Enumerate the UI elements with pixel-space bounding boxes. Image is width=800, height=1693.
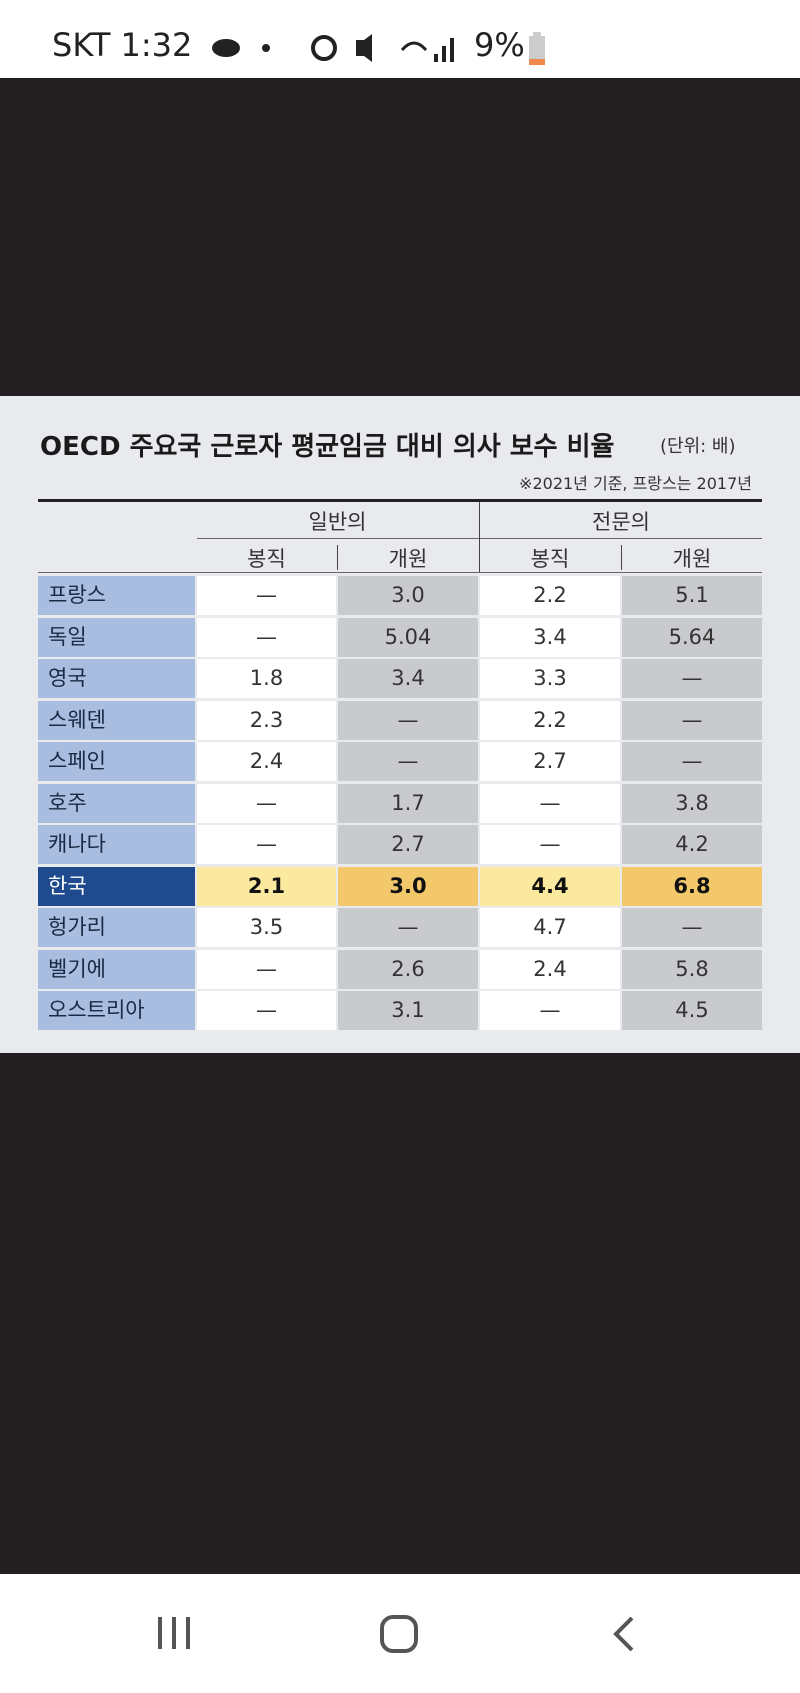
country: 프랑스 (38, 576, 195, 615)
value: 2.4 (480, 949, 620, 989)
country: 오스트리아 (38, 991, 195, 1030)
value: — (338, 908, 478, 947)
value: — (622, 659, 762, 698)
group-header: 일반의 (308, 510, 367, 534)
value: 4.2 (622, 825, 762, 864)
value: 3.8 (622, 783, 762, 823)
value: 5.8 (622, 949, 762, 989)
value: 5.64 (622, 617, 762, 657)
note: ※2021년 기준, 프랑스는 2017년 (519, 474, 752, 493)
value: 2.7 (338, 825, 478, 864)
status-icons (212, 34, 454, 62)
black-area (0, 78, 800, 396)
value: 3.0 (338, 576, 478, 615)
value: 3.1 (338, 991, 478, 1030)
value: — (338, 700, 478, 740)
value: 2.1 (197, 866, 336, 906)
value: — (622, 908, 762, 947)
value: 2.2 (480, 576, 620, 615)
value: 1.7 (338, 783, 478, 823)
value: — (197, 991, 336, 1030)
country: 벨기에 (38, 949, 195, 989)
battery-icon (529, 32, 545, 65)
country: 스웨덴 (38, 700, 195, 740)
sub-header: 봉직 (247, 547, 286, 571)
value: 3.3 (480, 659, 620, 698)
divider (621, 545, 622, 570)
value: 3.5 (197, 908, 336, 947)
value: 3.4 (338, 659, 478, 698)
value: 2.3 (197, 700, 336, 740)
unit: (단위: 배) (660, 436, 736, 457)
value: 2.6 (338, 949, 478, 989)
carrier-time: SKT 1:32 (52, 26, 193, 64)
value: 2.7 (480, 742, 620, 781)
home-button[interactable] (380, 1615, 418, 1653)
value: 4.4 (480, 866, 620, 906)
value: — (480, 825, 620, 864)
value: 5.04 (338, 617, 478, 657)
value: 4.7 (480, 908, 620, 947)
value: — (480, 783, 620, 823)
value: — (622, 700, 762, 740)
back-button[interactable] (613, 1616, 634, 1652)
value: — (197, 617, 336, 657)
value: — (197, 949, 336, 989)
country: 스페인 (38, 742, 195, 781)
battery-level: 9% (474, 26, 525, 64)
black-area (0, 1053, 800, 1574)
recent-apps[interactable] (158, 1617, 190, 1649)
value: 2.4 (197, 742, 336, 781)
value: — (197, 783, 336, 823)
rule (38, 499, 762, 502)
value: 4.5 (622, 991, 762, 1030)
value: 1.8 (197, 659, 336, 698)
nav-bar (0, 1574, 800, 1689)
status-bar: SKT 1:32 9% (0, 0, 800, 78)
value: — (622, 742, 762, 781)
country: 헝가리 (38, 908, 195, 947)
sub-header: 개원 (388, 547, 428, 571)
rule (38, 572, 762, 573)
value: 3.4 (480, 617, 620, 657)
country: 호주 (38, 783, 195, 823)
divider (479, 502, 480, 572)
sub-header: 봉직 (530, 547, 570, 571)
value: — (480, 991, 620, 1030)
value: 3.0 (338, 866, 478, 906)
country: 영국 (38, 659, 195, 698)
value: 2.2 (480, 700, 620, 740)
value: — (197, 825, 336, 864)
country: 한국 (38, 866, 195, 906)
divider (337, 545, 338, 570)
sub-header: 개원 (672, 547, 712, 571)
country: 캐나다 (38, 825, 195, 864)
value: — (197, 576, 336, 615)
table-title: OECD 주요국 근로자 평균임금 대비 의사 보수 비율 (40, 432, 615, 462)
value: 6.8 (622, 866, 762, 906)
group-header: 전문의 (592, 510, 650, 534)
value: 5.1 (622, 576, 762, 615)
nav-icons (158, 1615, 634, 1653)
country: 독일 (38, 617, 195, 657)
value: — (338, 742, 478, 781)
